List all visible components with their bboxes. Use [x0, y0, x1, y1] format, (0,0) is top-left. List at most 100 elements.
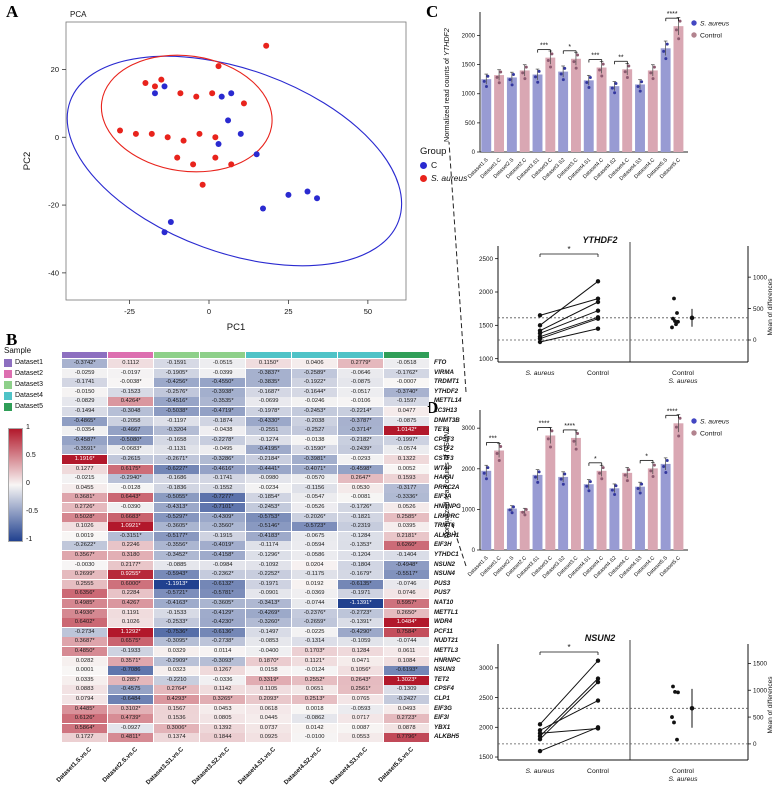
heatmap-cell: 0.6126*: [62, 714, 108, 724]
svg-text:****: ****: [667, 11, 678, 18]
heatmap-cell: -0.0234: [246, 483, 292, 493]
heatmap-cell: 0.1084: [384, 656, 430, 666]
heatmap-cell: -0.1644*: [292, 387, 338, 397]
heatmap-cell: -0.0293: [338, 455, 384, 464]
heatmap-cell: -0.5038*: [154, 407, 200, 416]
sample-legend-item: Dataset3: [4, 379, 43, 390]
heatmap-cell: -0.0901: [246, 589, 292, 599]
heatmap-cell: -0.0081: [338, 493, 384, 503]
gene-label: YTHDF2: [434, 387, 459, 395]
heatmap-cell: -0.1978*: [246, 407, 292, 416]
gene-label: CPSF4: [434, 685, 454, 693]
heatmap-cell: -0.0683*: [108, 445, 154, 455]
heatmap-cell: -0.1821: [338, 512, 384, 522]
heatmap-cell: 0.0158: [246, 666, 292, 676]
heatmap-cell: -0.1591: [154, 359, 200, 368]
heatmap-cell: -0.0128: [108, 483, 154, 493]
panel-label-c: C: [426, 2, 439, 21]
svg-text:Mean of differences: Mean of differences: [767, 676, 774, 734]
gene-label: METTL14: [434, 397, 462, 405]
heatmap-cell: 0.4485*: [62, 704, 108, 714]
heatmap-cell: -0.4516*: [154, 397, 200, 407]
heatmap-cell: 0.0765: [338, 695, 384, 704]
svg-text:1500: 1500: [479, 754, 494, 761]
sample-legend-title: Sample: [4, 346, 32, 355]
panel-label-b: B: [6, 330, 18, 349]
heatmap-cell: -0.0885: [154, 560, 200, 570]
svg-text:S. aureus: S. aureus: [668, 776, 698, 783]
heatmap-cell: -0.2439*: [338, 445, 384, 455]
gene-label: PCF11: [434, 627, 453, 635]
heatmap-cell: 0.0618: [246, 704, 292, 714]
column-annotation: [62, 352, 108, 358]
heatmap-cell: 0.0335: [62, 675, 108, 685]
heatmap-cell: -0.2252*: [246, 570, 292, 580]
heatmap-cell: -0.1741: [200, 474, 246, 484]
gene-label: HAKAI: [434, 474, 454, 482]
gene-label: WDR4: [434, 618, 453, 626]
heatmap-cell: -0.1915: [200, 531, 246, 541]
heatmap-cell: -0.3981*: [292, 455, 338, 464]
heatmap-cell: -0.4269*: [246, 608, 292, 618]
heatmap-cell: -0.0517: [338, 387, 384, 397]
heatmap-cell: 0.0329: [154, 647, 200, 656]
heatmap-cell: 0.4267: [108, 599, 154, 608]
legend-dot-icon: [420, 174, 427, 182]
heatmap-cell: 0.4293*: [154, 695, 200, 704]
gene-label: DNMT3B: [434, 416, 460, 424]
heatmap-cell: -1.1913*: [154, 579, 200, 589]
sample-color-swatch: [4, 358, 12, 367]
heatmap-cell: -0.1687*: [246, 387, 292, 397]
svg-text:1500: 1500: [479, 323, 494, 330]
heatmap-cell: -0.0106: [338, 397, 384, 407]
svg-text:Normalized read counts of NSUN: Normalized read counts of NSUN2: [442, 428, 451, 538]
svg-text:***: ***: [591, 53, 599, 60]
heatmap-cell: -0.4183*: [246, 531, 292, 541]
svg-text:500: 500: [753, 714, 764, 721]
heatmap-cell: -0.4019*: [200, 541, 246, 551]
heatmap-cell: 0.2555: [62, 579, 108, 589]
gene-label: CPSF3: [434, 435, 454, 443]
heatmap-cell: -0.1804: [338, 560, 384, 570]
heatmap-cell: 0.1056*: [338, 666, 384, 676]
heatmap-cell: 0.3265*: [200, 695, 246, 704]
svg-text:S. aureus: S. aureus: [700, 419, 730, 426]
svg-text:PC2: PC2: [22, 152, 33, 170]
heatmap-cell: 0.1191: [108, 608, 154, 618]
heatmap-cell: -0.2533*: [154, 618, 200, 628]
heatmap-cell: -0.7086: [108, 666, 154, 676]
heatmap-cell: -0.3286*: [200, 455, 246, 464]
heatmap-cell: 0.0553: [338, 733, 384, 743]
heatmap-cell: -0.1197: [154, 416, 200, 426]
svg-text:Control: Control: [587, 370, 609, 377]
gene-label: CSTF3: [434, 455, 454, 462]
heatmap-cell: -0.3591*: [62, 445, 108, 455]
heatmap-cell: -0.2551: [246, 426, 292, 436]
heatmap-cell: 0.4739*: [108, 714, 154, 724]
heatmap-cell: 0.7796*: [384, 733, 430, 743]
heatmap-cell: 1.0142*: [384, 426, 430, 436]
heatmap-cell: -0.0829: [62, 397, 108, 407]
gene-label: EIF3A: [434, 493, 452, 501]
svg-text:***: ***: [489, 436, 497, 443]
heatmap-cell: -0.1309: [384, 685, 430, 695]
heatmap-cell: 0.5957*: [384, 599, 430, 608]
heatmap-cell: -0.0853: [246, 637, 292, 647]
heatmap-cell: 0.1703*: [292, 647, 338, 656]
heatmap-cell: -0.4441*: [246, 464, 292, 474]
heatmap-cell: 0.2552*: [292, 675, 338, 685]
heatmap-cell: 0.0453: [200, 704, 246, 714]
svg-text:*: *: [568, 44, 571, 51]
svg-text:****: ****: [667, 408, 678, 415]
gene-label: ALKBH5: [434, 733, 460, 741]
heatmap-cell: -0.4616*: [200, 464, 246, 474]
heatmap-cell: -0.2427: [384, 695, 430, 704]
gene-label: WTAP: [434, 464, 452, 472]
heatmap-cell: 0.1870*: [246, 656, 292, 666]
heatmap-cell: 0.2643*: [338, 675, 384, 685]
heatmap-cell: -0.4587*: [62, 435, 108, 445]
gene-label: METTL3: [434, 647, 459, 654]
heatmap-cell: -0.1296*: [246, 551, 292, 560]
svg-text:2500: 2500: [479, 256, 494, 263]
svg-text:1000: 1000: [753, 274, 768, 281]
